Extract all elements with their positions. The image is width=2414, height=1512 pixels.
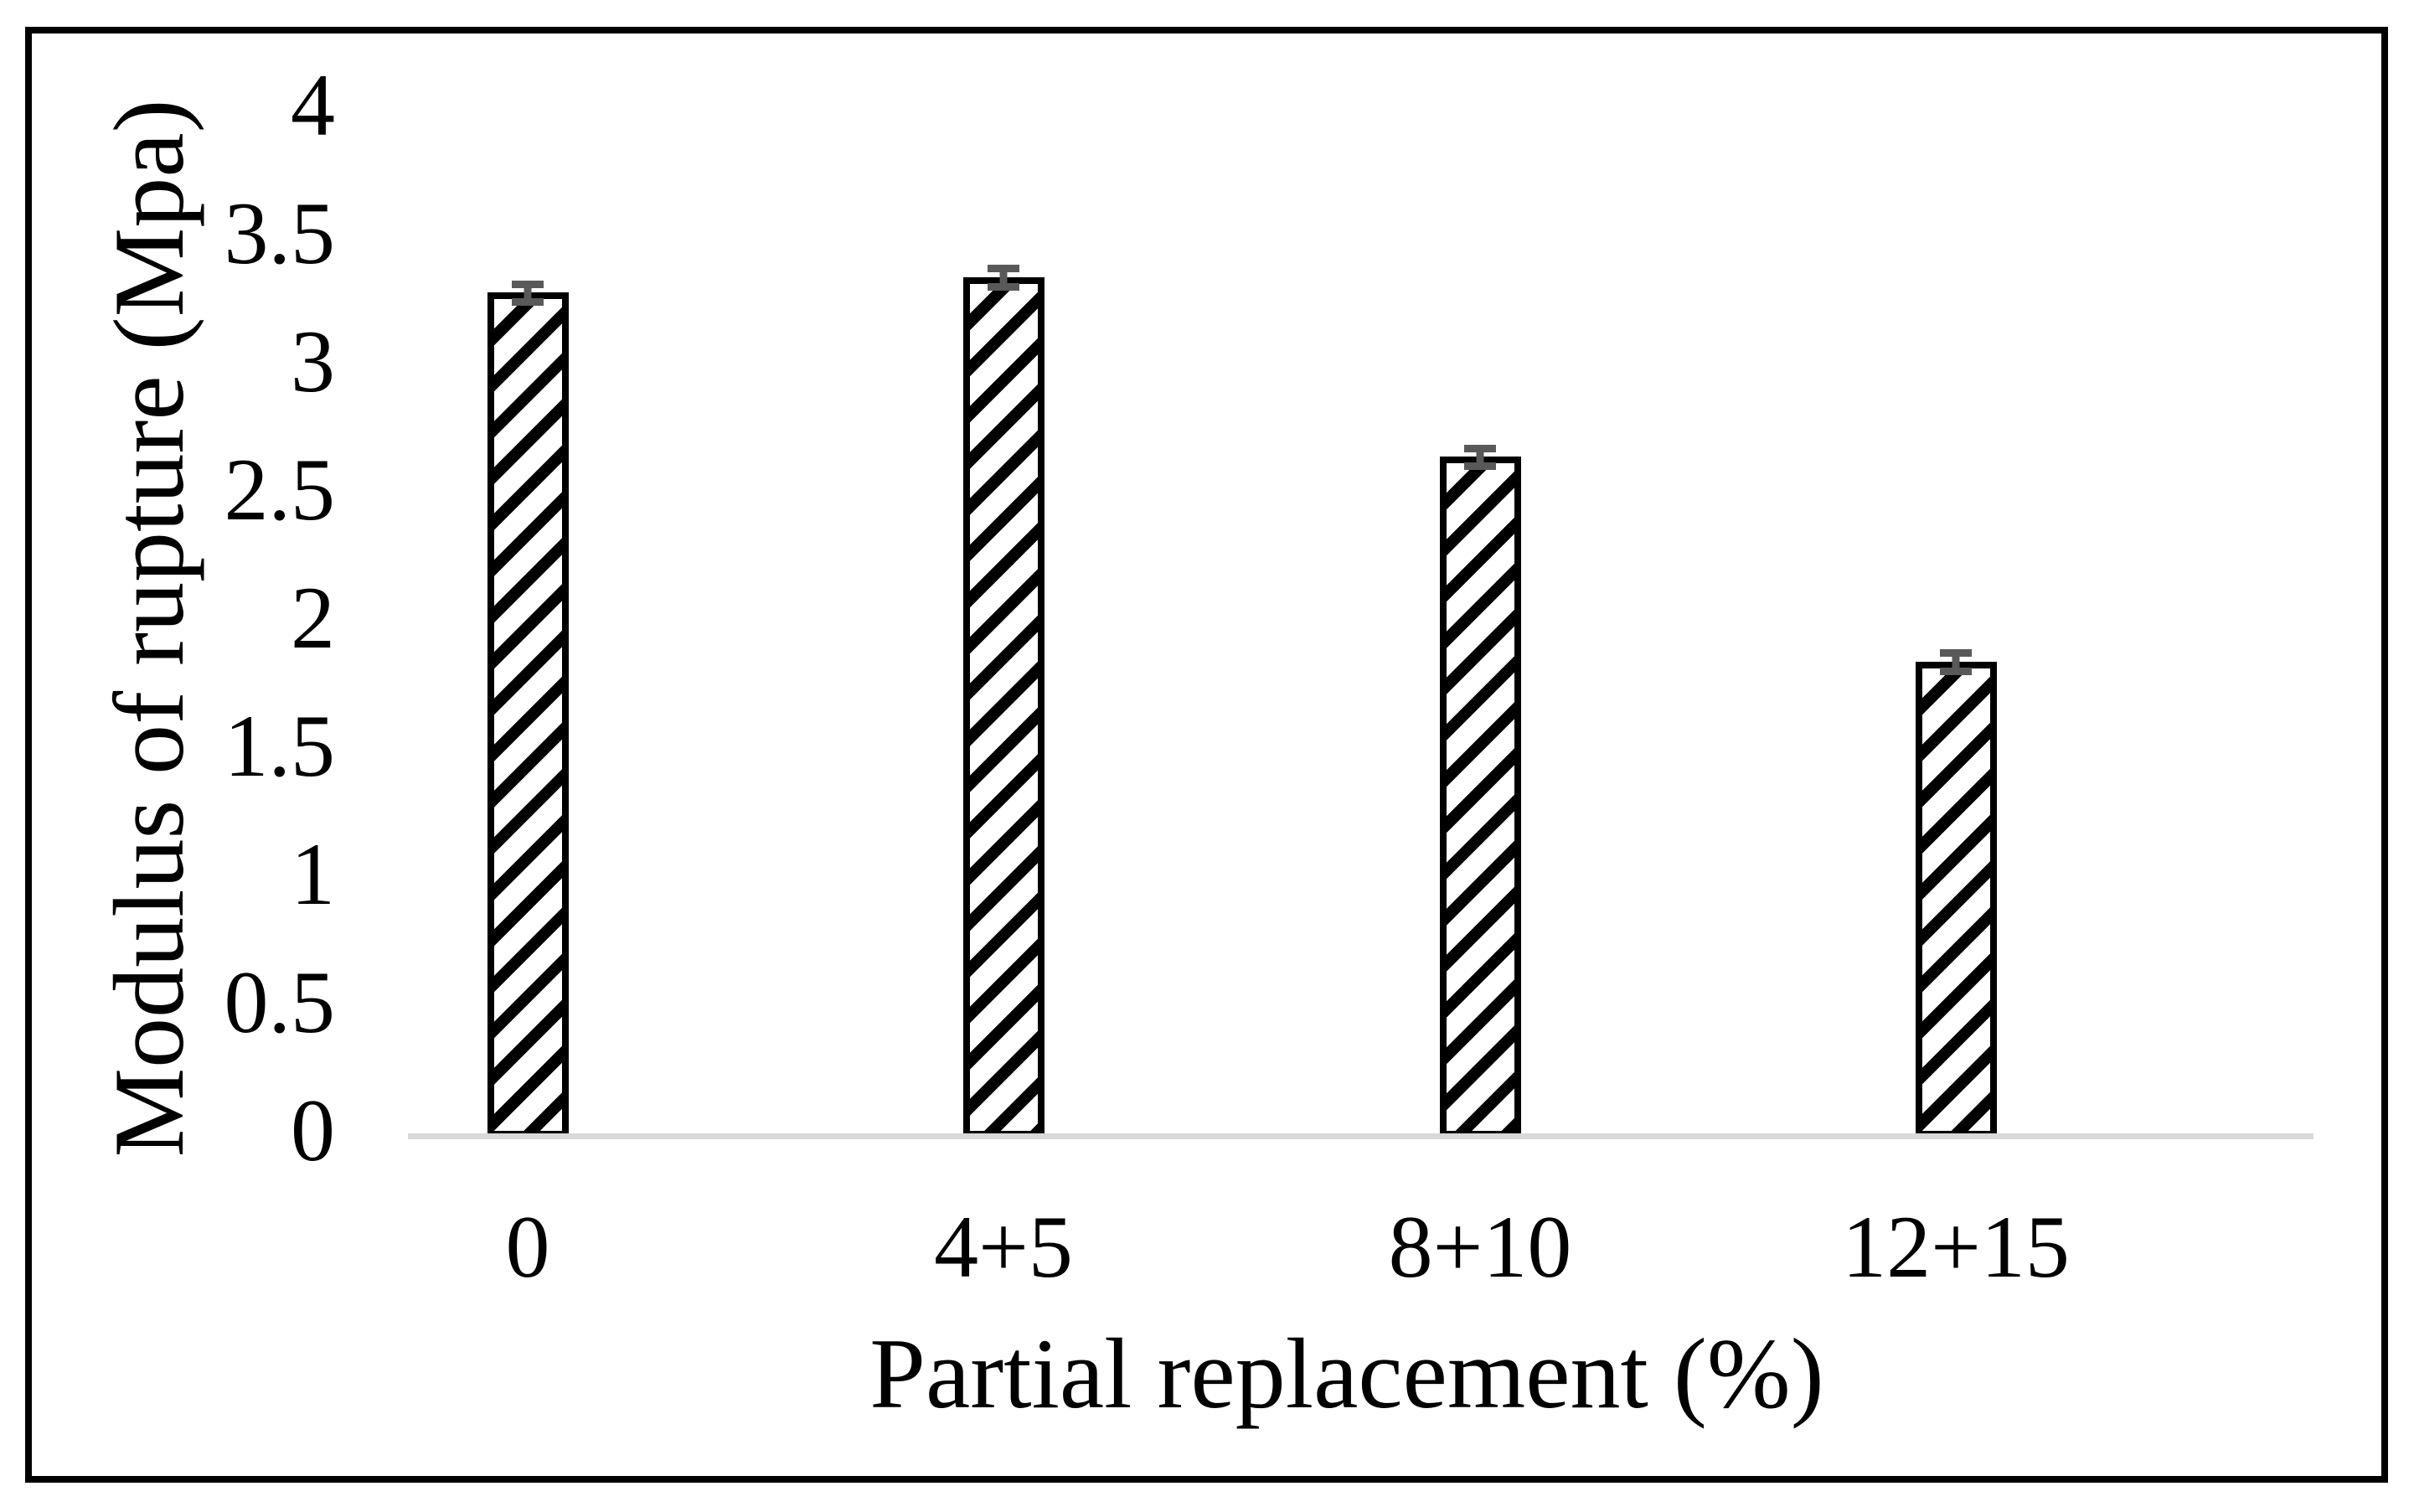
error-bar-cap xyxy=(1464,462,1496,470)
y-tick-label: 2 xyxy=(291,569,335,667)
error-bar-stem xyxy=(1952,653,1960,671)
error-bar-cap xyxy=(1940,667,1972,675)
bar-0 xyxy=(487,292,569,1138)
y-tick-label: 1 xyxy=(291,825,335,923)
error-bar-cap xyxy=(1464,444,1496,452)
bar-4+5 xyxy=(962,277,1045,1138)
y-tick-label: 0.5 xyxy=(224,953,336,1051)
y-tick-label: 3.5 xyxy=(224,184,336,282)
error-bar-cap xyxy=(1940,649,1972,658)
error-bar-cap xyxy=(988,265,1019,273)
bar-12+15 xyxy=(1915,662,1997,1138)
x-category-label-4+5: 4+5 xyxy=(934,1198,1073,1296)
bar-8+10 xyxy=(1439,457,1521,1138)
error-bar-cap xyxy=(512,298,544,307)
y-tick-label: 2.5 xyxy=(224,441,336,539)
y-tick-label: 0 xyxy=(291,1081,335,1179)
error-bar-cap xyxy=(512,280,544,288)
y-tick-label: 3 xyxy=(291,312,335,410)
x-axis-title: Partial replacement (%) xyxy=(869,1318,1824,1429)
y-tick-label: 4 xyxy=(291,56,335,154)
error-bar-stem xyxy=(999,268,1008,286)
x-category-label-0: 0 xyxy=(505,1198,550,1296)
x-axis-line xyxy=(408,1133,2313,1139)
x-category-label-8+10: 8+10 xyxy=(1388,1198,1572,1296)
x-category-label-12+15: 12+15 xyxy=(1842,1198,2070,1296)
y-tick-label: 1.5 xyxy=(224,697,336,795)
error-bar-stem xyxy=(524,283,532,302)
error-bar-stem xyxy=(1476,447,1484,466)
error-bar-cap xyxy=(988,282,1019,291)
